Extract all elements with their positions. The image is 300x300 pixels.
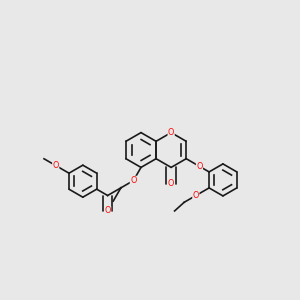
Text: O: O	[130, 176, 136, 185]
Text: O: O	[196, 162, 203, 171]
Text: O: O	[104, 206, 111, 215]
Text: O: O	[168, 128, 174, 137]
Text: O: O	[52, 161, 59, 170]
Text: O: O	[193, 191, 199, 200]
Text: O: O	[168, 179, 174, 188]
